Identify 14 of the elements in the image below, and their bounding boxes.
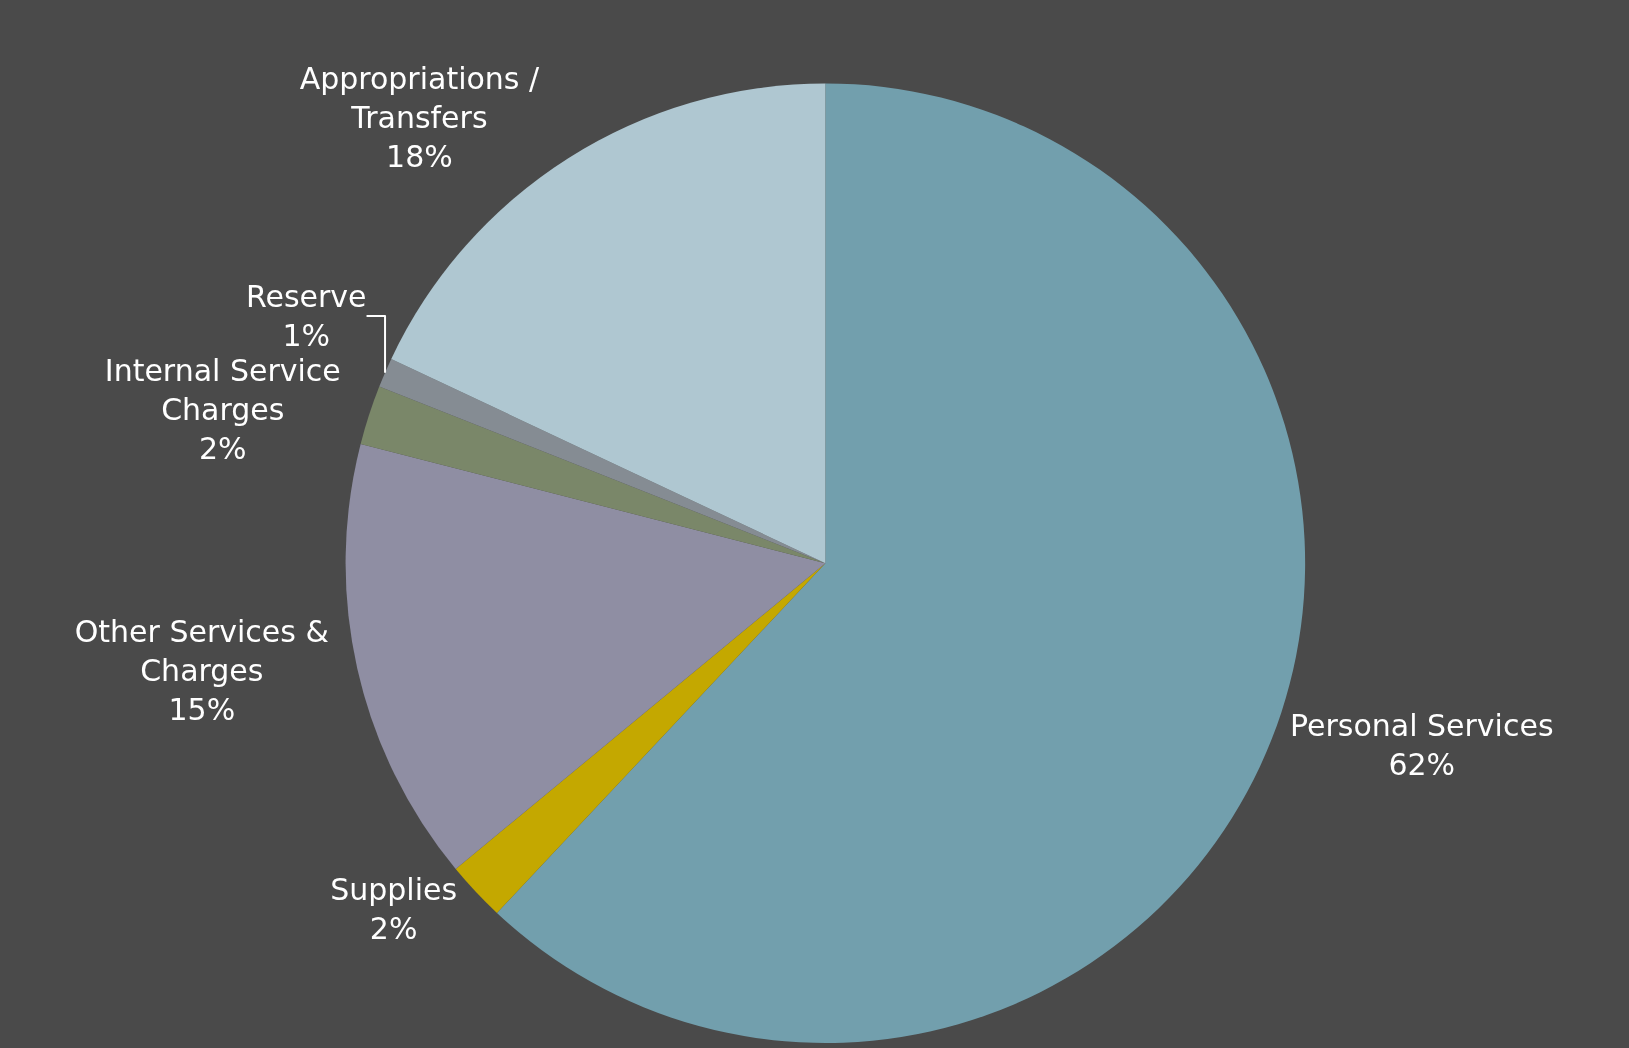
data-label: 2% [199, 431, 247, 467]
slice-label: Personal Services [1289, 707, 1554, 743]
slice-label: Reserve [245, 279, 367, 315]
data-label: 18% [386, 139, 453, 175]
data-label: 2% [369, 910, 418, 946]
data-label: 62% [1388, 746, 1456, 782]
data-label: 1% [282, 318, 331, 354]
slice-label: Other Services & Charges [74, 614, 329, 689]
pie-slice [360, 386, 826, 564]
slice-label: Appropriations / Transfers [299, 61, 541, 136]
slice-label: Internal Service Charges [104, 353, 341, 428]
slice-label: Supplies [330, 871, 458, 907]
data-label: 15% [168, 692, 236, 728]
pie-slice [345, 443, 826, 870]
